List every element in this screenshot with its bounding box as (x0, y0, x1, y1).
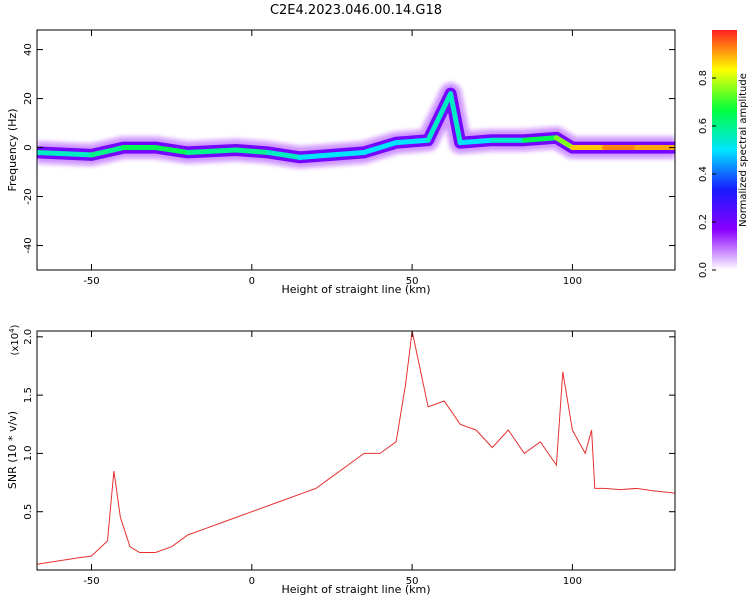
snr-x-axis: -50 0 50 100 (83, 331, 582, 587)
ridge-segment (185, 147, 239, 155)
spectrogram-x-axis: -50 0 50 100 (83, 30, 582, 287)
ridge-segment (553, 135, 575, 151)
snr-y-label: SNR (10 * v/v) (6, 411, 19, 489)
x-tick-label: -50 (83, 576, 99, 587)
snr-panel: -50 0 50 100 0.5 1.0 1.5 2.0 Height of straigh… (6, 324, 676, 596)
y-tick-label: 1.0 (23, 445, 34, 461)
ridge-segment (265, 149, 303, 160)
y-tick-label: 0 (23, 144, 34, 150)
y-tick-label: 40 (23, 43, 34, 56)
ridge-segment (393, 137, 431, 146)
snr-frame (36, 330, 676, 571)
snr-x-label: Height of straight line (km) (281, 583, 430, 596)
spectrogram-ridge (37, 82, 675, 169)
x-tick-label: 0 (249, 576, 255, 587)
ridge-segment (425, 91, 454, 143)
snr-y-axis: 0.5 1.0 1.5 2.0 (23, 329, 675, 520)
ridge-segment (37, 149, 95, 158)
ridge-segment (153, 145, 191, 155)
x-tick-label: 0 (249, 276, 255, 287)
colorbar-tick-label: 0.6 (698, 118, 709, 134)
spectrogram-panel: -50 0 50 100 -40 -20 0 20 40 Height of straight… (6, 29, 676, 296)
y-tick-label: 20 (23, 92, 34, 105)
colorbar: 0.0 0.2 0.4 0.6 0.8 Normalized spectral ampl… (698, 30, 749, 278)
spectrogram-y-axis: -40 -20 0 20 40 (23, 43, 675, 254)
y-tick-label: 2.0 (23, 329, 34, 345)
ridge-segment (233, 147, 271, 155)
ridge-segment (329, 149, 367, 158)
ridge-segment (521, 135, 559, 143)
figure-title: C2E4.2023.046.00.14.G18 (270, 3, 442, 18)
x-tick-label: -50 (83, 276, 99, 287)
snr-series-line (37, 331, 675, 565)
ridge-segment (361, 140, 399, 155)
x-tick-label: 100 (563, 576, 582, 587)
ridge-segment (297, 152, 335, 160)
spectrogram-y-label: Frequency (Hz) (6, 109, 19, 192)
colorbar-ticks: 0.0 0.2 0.4 0.6 0.8 (698, 70, 716, 278)
snr-scale-factor: (x104) (8, 324, 21, 355)
colorbar-tick-label: 0.4 (698, 166, 709, 182)
y-tick-label: 0.5 (23, 504, 34, 520)
spectrogram-frame (36, 29, 676, 271)
colorbar-tick-label: 0.2 (698, 214, 709, 230)
snr-plot-area (37, 331, 675, 570)
ridge-segment (457, 137, 495, 146)
colorbar-tick-label: 0.8 (698, 70, 709, 86)
y-tick-label: -20 (23, 188, 34, 204)
spectrogram-x-label: Height of straight line (km) (281, 283, 430, 296)
y-tick-label: 1.5 (23, 387, 34, 403)
ridge-segment (448, 91, 463, 146)
ridge-segment (89, 145, 127, 158)
x-tick-label: 50 (406, 576, 419, 587)
x-tick-label: 100 (563, 276, 582, 287)
colorbar-tick-label: 0.0 (698, 262, 709, 278)
colorbar-gradient (712, 30, 737, 270)
y-tick-label: -40 (23, 237, 34, 253)
colorbar-label: Normalized spectral amplitude (738, 73, 749, 227)
x-tick-label: 50 (406, 276, 419, 287)
